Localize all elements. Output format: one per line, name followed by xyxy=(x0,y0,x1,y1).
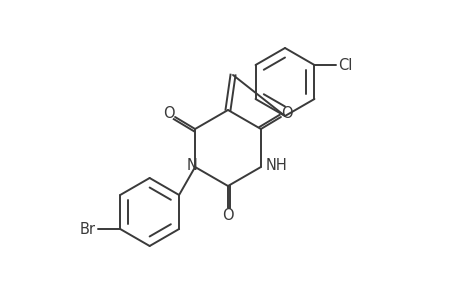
Text: O: O xyxy=(222,208,233,224)
Text: O: O xyxy=(163,106,174,121)
Text: O: O xyxy=(280,106,292,121)
Text: N: N xyxy=(186,158,197,172)
Text: NH: NH xyxy=(265,158,287,172)
Text: Br: Br xyxy=(79,221,95,236)
Text: Cl: Cl xyxy=(338,58,352,73)
